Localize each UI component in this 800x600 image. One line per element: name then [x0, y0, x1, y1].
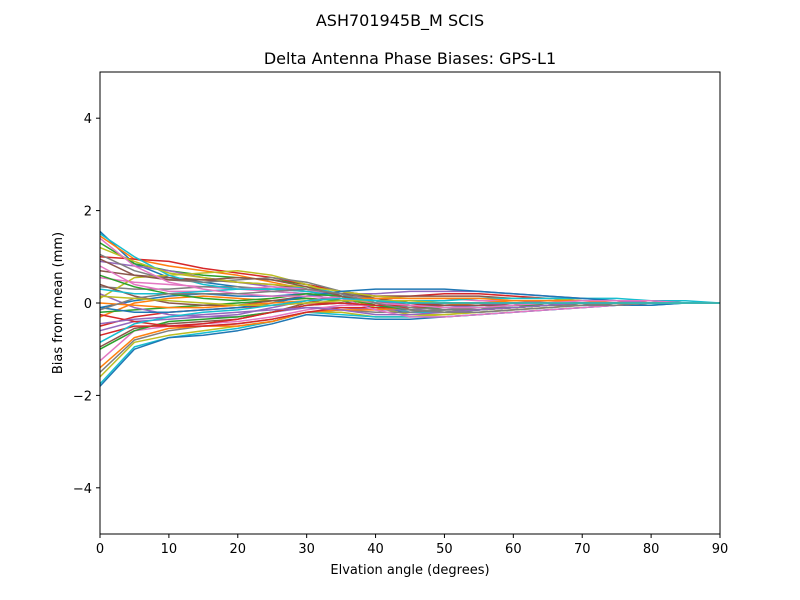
series-layer	[99, 230, 721, 387]
x-tick-label: 30	[298, 542, 315, 557]
x-tick-label: 50	[436, 542, 453, 557]
x-axis: 0 10 20 30 40 50 60 70 80 90	[96, 534, 728, 557]
y-tick-label: −4	[73, 482, 92, 497]
y-tick-label: 0	[84, 297, 92, 312]
x-tick-label: 0	[96, 542, 104, 557]
chart-title: Delta Antenna Phase Biases: GPS-L1	[264, 49, 556, 68]
x-tick-label: 90	[712, 542, 729, 557]
y-axis-label: Bias from mean (mm)	[51, 232, 66, 374]
x-tick-label: 10	[161, 542, 178, 557]
series-line-38	[99, 288, 720, 313]
y-tick-label: 4	[84, 112, 92, 127]
series-line-37	[99, 237, 720, 309]
x-tick-label: 60	[505, 542, 522, 557]
series-line-40	[99, 297, 720, 343]
x-axis-label: Elvation angle (degrees)	[330, 563, 489, 578]
y-axis: −4 −2 0 2 4	[73, 112, 100, 497]
x-tick-label: 70	[574, 542, 591, 557]
figure-suptitle: ASH701945B_M SCIS	[316, 11, 484, 31]
x-tick-label: 40	[367, 542, 384, 557]
x-tick-label: 80	[643, 542, 660, 557]
y-tick-label: 2	[84, 205, 92, 220]
x-tick-label: 20	[230, 542, 247, 557]
y-tick-label: −2	[73, 389, 92, 404]
